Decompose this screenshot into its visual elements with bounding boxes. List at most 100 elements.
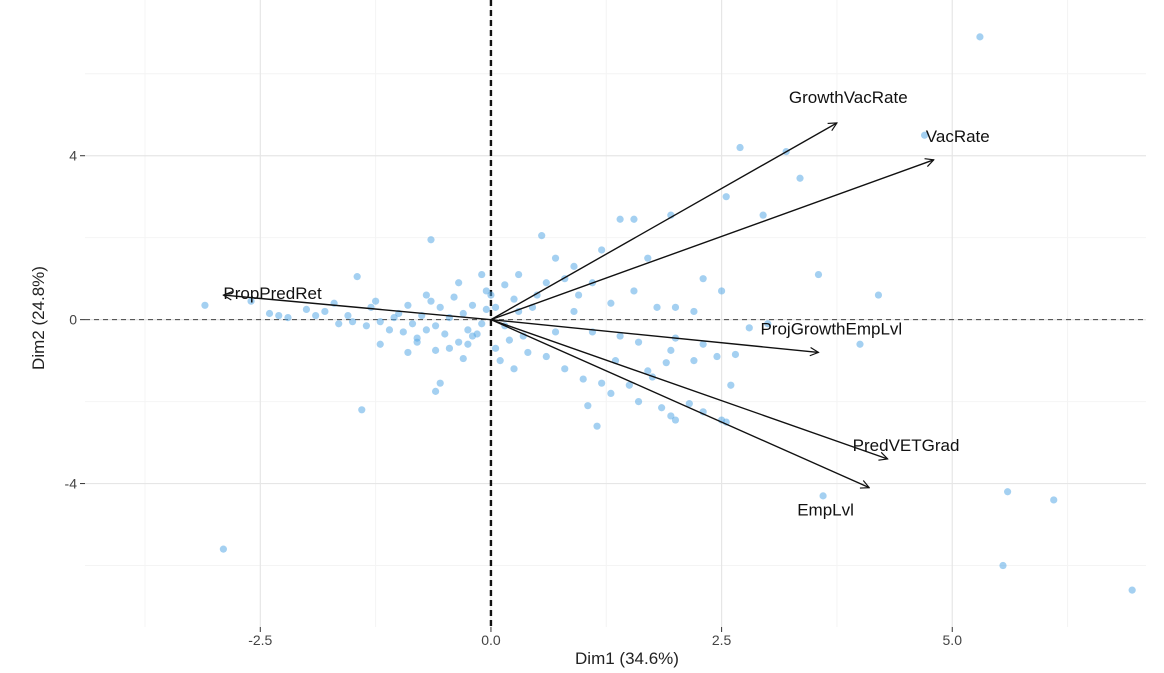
data-point [510,295,518,303]
data-point [874,291,883,299]
data-point [745,324,753,332]
data-point [376,318,384,326]
data-point [570,262,578,270]
data-point [713,352,721,361]
data-point [759,211,767,219]
data-point [1128,586,1136,594]
data-point [265,309,274,318]
x-tick-label: 5.0 [943,632,963,648]
data-point [431,322,440,330]
data-point [625,381,633,389]
data-point [658,404,666,412]
data-point [404,348,412,357]
vector-label: PropPredRet [223,284,322,303]
data-point [644,254,652,262]
data-point [302,305,311,314]
data-point [510,365,518,373]
vector-arrow [490,160,934,321]
data-point [468,301,477,309]
variable-vectors: GrowthVacRate VacRate PropPredRet ProjGrowt… [223,88,990,520]
data-point [284,313,292,322]
data-point [542,352,550,361]
data-point [685,400,693,408]
major-gridlines [85,0,1146,627]
data-point [718,287,726,295]
data-point [459,309,467,318]
data-point [538,232,546,240]
x-axis-ticks: -2.5 0.0 2.5 5.0 [248,627,962,648]
data-point [667,346,675,354]
data-point [427,297,435,305]
data-point [482,287,490,295]
data-point [551,328,560,336]
data-point [413,338,421,346]
data-point [561,365,569,373]
y-tick-label: 4 [69,148,77,164]
data-point [362,322,370,330]
data-point [542,279,550,287]
data-point [999,561,1007,570]
data-point [727,381,735,389]
vector-label: EmpLvl [797,501,854,520]
data-point [662,359,670,367]
x-tick-label: -2.5 [248,632,272,648]
data-point [367,303,375,311]
data-point [584,402,592,410]
data-point [574,291,583,299]
data-point [515,270,523,279]
data-point [524,348,532,357]
data-point [408,320,417,328]
data-point [464,326,472,334]
data-point [482,305,490,314]
data-point [464,340,472,348]
data-point [275,311,283,320]
data-point [491,303,500,311]
y-tick-label: -4 [65,476,78,492]
x-axis-label: Dim1 (34.6%) [575,649,679,668]
data-point [819,492,827,500]
data-point [607,299,615,307]
data-point [699,275,707,283]
data-point [722,193,730,201]
vector-arrow [490,319,869,488]
data-point [607,389,615,398]
data-point [436,303,444,311]
data-point [598,246,606,254]
data-point [312,311,320,320]
data-point [671,303,680,311]
data-point [699,340,707,348]
scatter-points [201,33,1136,594]
data-point [348,318,357,326]
data-point [404,301,412,309]
data-point [814,270,823,279]
data-point [491,344,500,352]
x-tick-label: 2.5 [712,632,732,648]
data-point [247,297,255,305]
data-point [671,416,680,424]
data-point [478,270,486,279]
y-axis-label: Dim2 (24.8%) [29,266,48,370]
data-point [731,350,740,359]
data-point [920,131,929,139]
vector-arrow [490,123,837,321]
data-point [616,332,624,340]
data-point [644,367,652,375]
data-point [690,357,698,365]
data-point [630,215,638,223]
data-point [690,307,698,316]
data-point [436,379,444,387]
data-point [455,279,463,287]
data-point [478,320,486,328]
data-point [431,387,440,395]
data-point [667,412,675,420]
data-point [496,357,504,365]
data-point [390,313,398,322]
data-point [399,328,407,336]
data-point [653,303,661,311]
data-point [422,326,430,334]
vector-label: VacRate [926,127,990,146]
data-point [344,311,352,320]
data-point [455,338,463,346]
data-point [487,291,495,299]
